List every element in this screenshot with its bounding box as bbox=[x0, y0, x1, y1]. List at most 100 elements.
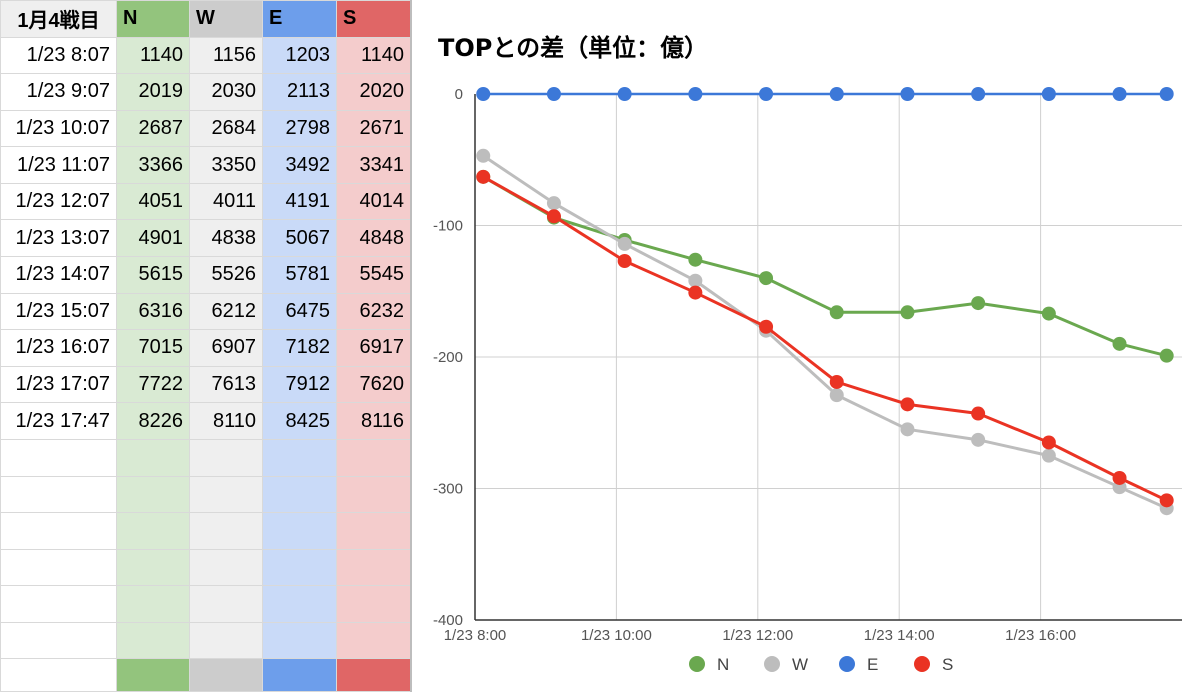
value-cell-n[interactable]: 8226 bbox=[116, 402, 190, 440]
data-point-e[interactable] bbox=[829, 87, 844, 101]
time-cell[interactable]: 1/23 15:07 bbox=[0, 292, 117, 331]
empty-cell[interactable] bbox=[262, 585, 337, 623]
data-point-s[interactable] bbox=[617, 254, 632, 269]
empty-cell[interactable] bbox=[262, 621, 337, 660]
value-cell-w[interactable]: 2030 bbox=[189, 73, 263, 111]
value-cell-s[interactable]: 8116 bbox=[336, 402, 411, 440]
empty-cell[interactable] bbox=[336, 475, 411, 514]
data-point-s[interactable] bbox=[1041, 435, 1056, 450]
data-point-w[interactable] bbox=[617, 236, 632, 251]
value-cell-w[interactable]: 1156 bbox=[189, 36, 263, 75]
data-point-w[interactable] bbox=[900, 422, 915, 437]
time-cell[interactable]: 1/23 10:07 bbox=[0, 109, 117, 148]
data-point-w[interactable] bbox=[546, 196, 561, 211]
data-point-s[interactable] bbox=[971, 406, 986, 421]
value-cell-n[interactable]: 7722 bbox=[116, 365, 190, 404]
empty-cell[interactable] bbox=[262, 438, 337, 477]
data-point-e[interactable] bbox=[900, 87, 915, 101]
empty-cell[interactable] bbox=[262, 475, 337, 514]
data-point-e[interactable] bbox=[546, 87, 561, 101]
data-point-n[interactable] bbox=[688, 252, 703, 267]
data-point-e[interactable] bbox=[617, 87, 632, 101]
empty-cell[interactable] bbox=[336, 548, 411, 587]
header-cell-w[interactable]: W bbox=[189, 0, 263, 38]
footer-cell[interactable] bbox=[189, 658, 263, 692]
value-cell-s[interactable]: 6917 bbox=[336, 329, 411, 367]
value-cell-n[interactable]: 6316 bbox=[116, 292, 190, 331]
time-cell[interactable]: 1/23 14:07 bbox=[0, 256, 117, 294]
empty-cell[interactable] bbox=[336, 438, 411, 477]
value-cell-w[interactable]: 6907 bbox=[189, 329, 263, 367]
data-point-n[interactable] bbox=[1112, 336, 1127, 351]
value-cell-e[interactable]: 5067 bbox=[262, 219, 337, 258]
header-cell-n[interactable]: N bbox=[116, 0, 190, 38]
value-cell-n[interactable]: 3366 bbox=[116, 146, 190, 184]
data-point-e[interactable] bbox=[1041, 87, 1056, 101]
pane-divider[interactable] bbox=[410, 0, 412, 692]
value-cell-e[interactable]: 1203 bbox=[262, 36, 337, 75]
value-cell-w[interactable]: 3350 bbox=[189, 146, 263, 184]
value-cell-e[interactable]: 6475 bbox=[262, 292, 337, 331]
time-cell[interactable]: 1/23 16:07 bbox=[0, 329, 117, 367]
value-cell-e[interactable]: 5781 bbox=[262, 256, 337, 294]
empty-cell[interactable] bbox=[262, 548, 337, 587]
empty-cell[interactable] bbox=[0, 621, 117, 660]
value-cell-n[interactable]: 4051 bbox=[116, 182, 190, 221]
empty-cell[interactable] bbox=[0, 548, 117, 587]
empty-cell[interactable] bbox=[189, 585, 263, 623]
empty-cell[interactable] bbox=[189, 548, 263, 587]
value-cell-s[interactable]: 3341 bbox=[336, 146, 411, 184]
value-cell-e[interactable]: 8425 bbox=[262, 402, 337, 440]
value-cell-s[interactable]: 1140 bbox=[336, 36, 411, 75]
data-point-n[interactable] bbox=[1159, 348, 1174, 363]
data-point-n[interactable] bbox=[829, 305, 844, 320]
value-cell-e[interactable]: 2113 bbox=[262, 73, 337, 111]
data-point-w[interactable] bbox=[971, 432, 986, 447]
footer-cell[interactable] bbox=[0, 658, 117, 692]
data-point-w[interactable] bbox=[1041, 448, 1056, 463]
empty-cell[interactable] bbox=[189, 512, 263, 550]
value-cell-w[interactable]: 2684 bbox=[189, 109, 263, 148]
data-point-s[interactable] bbox=[1159, 493, 1174, 508]
empty-cell[interactable] bbox=[116, 438, 190, 477]
header-cell-label[interactable]: 1月4戦目 bbox=[0, 0, 117, 38]
data-point-w[interactable] bbox=[688, 273, 703, 288]
value-cell-n[interactable]: 4901 bbox=[116, 219, 190, 258]
value-cell-s[interactable]: 2020 bbox=[336, 73, 411, 111]
empty-cell[interactable] bbox=[116, 512, 190, 550]
data-point-e[interactable] bbox=[1112, 87, 1127, 101]
value-cell-w[interactable]: 5526 bbox=[189, 256, 263, 294]
value-cell-e[interactable]: 3492 bbox=[262, 146, 337, 184]
time-cell[interactable]: 1/23 12:07 bbox=[0, 182, 117, 221]
time-cell[interactable]: 1/23 8:07 bbox=[0, 36, 117, 75]
time-cell[interactable]: 1/23 9:07 bbox=[0, 73, 117, 111]
empty-cell[interactable] bbox=[189, 438, 263, 477]
empty-cell[interactable] bbox=[0, 585, 117, 623]
empty-cell[interactable] bbox=[0, 475, 117, 514]
data-point-e[interactable] bbox=[759, 87, 774, 101]
header-cell-s[interactable]: S bbox=[336, 0, 411, 38]
empty-cell[interactable] bbox=[0, 512, 117, 550]
data-point-n[interactable] bbox=[1041, 306, 1056, 321]
empty-cell[interactable] bbox=[116, 585, 190, 623]
empty-cell[interactable] bbox=[0, 438, 117, 477]
value-cell-w[interactable]: 4838 bbox=[189, 219, 263, 258]
data-point-s[interactable] bbox=[476, 169, 491, 184]
data-point-e[interactable] bbox=[688, 87, 703, 101]
empty-cell[interactable] bbox=[336, 621, 411, 660]
time-cell[interactable]: 1/23 11:07 bbox=[0, 146, 117, 184]
data-point-s[interactable] bbox=[1112, 470, 1127, 485]
header-cell-e[interactable]: E bbox=[262, 0, 337, 38]
data-point-e[interactable] bbox=[476, 87, 491, 101]
footer-cell[interactable] bbox=[116, 658, 190, 692]
time-cell[interactable]: 1/23 13:07 bbox=[0, 219, 117, 258]
empty-cell[interactable] bbox=[116, 548, 190, 587]
value-cell-w[interactable]: 8110 bbox=[189, 402, 263, 440]
legend-item-e[interactable]: E bbox=[839, 655, 878, 674]
value-cell-s[interactable]: 2671 bbox=[336, 109, 411, 148]
value-cell-n[interactable]: 5615 bbox=[116, 256, 190, 294]
data-point-w[interactable] bbox=[476, 148, 491, 163]
empty-cell[interactable] bbox=[336, 512, 411, 550]
empty-cell[interactable] bbox=[116, 475, 190, 514]
value-cell-e[interactable]: 7912 bbox=[262, 365, 337, 404]
